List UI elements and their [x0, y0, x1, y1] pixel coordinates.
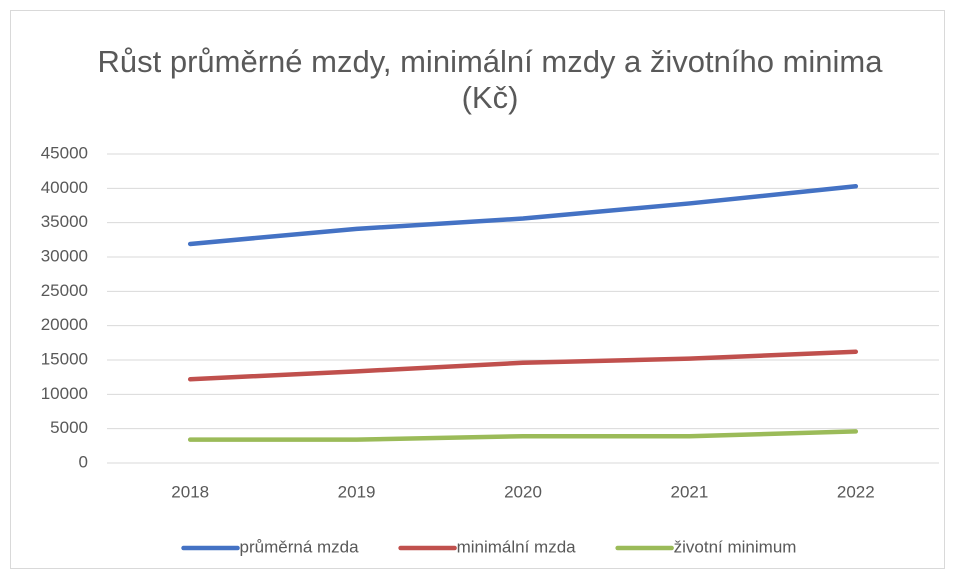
- y-tick-label: 45000: [41, 143, 88, 162]
- x-tick-label: 2021: [670, 482, 708, 501]
- x-tick-label: 2018: [171, 482, 209, 501]
- y-tick-label: 0: [79, 452, 88, 471]
- legend-label: průměrná mzda: [240, 537, 360, 556]
- y-tick-label: 20000: [41, 315, 88, 334]
- y-tick-label: 35000: [41, 212, 88, 231]
- x-tick-label: 2022: [837, 482, 875, 501]
- x-tick-label: 2019: [338, 482, 376, 501]
- y-tick-label: 40000: [41, 178, 88, 197]
- y-tick-label: 15000: [41, 349, 88, 368]
- y-tick-label: 5000: [50, 418, 88, 437]
- data-line: [187, 184, 859, 247]
- legend-label: minimální mzda: [457, 537, 577, 556]
- x-tick-label: 2020: [504, 482, 542, 501]
- chart-title: Růst průměrné mzdy, minimální mzdy a živ…: [97, 44, 883, 115]
- chart-frame: [10, 10, 945, 569]
- y-tick-label: 10000: [41, 384, 88, 403]
- legend-label: životní minimum: [674, 537, 797, 556]
- y-tick-label: 25000: [41, 281, 88, 300]
- data-line: [187, 349, 859, 382]
- data-line: [187, 429, 859, 442]
- y-tick-label: 30000: [41, 246, 88, 265]
